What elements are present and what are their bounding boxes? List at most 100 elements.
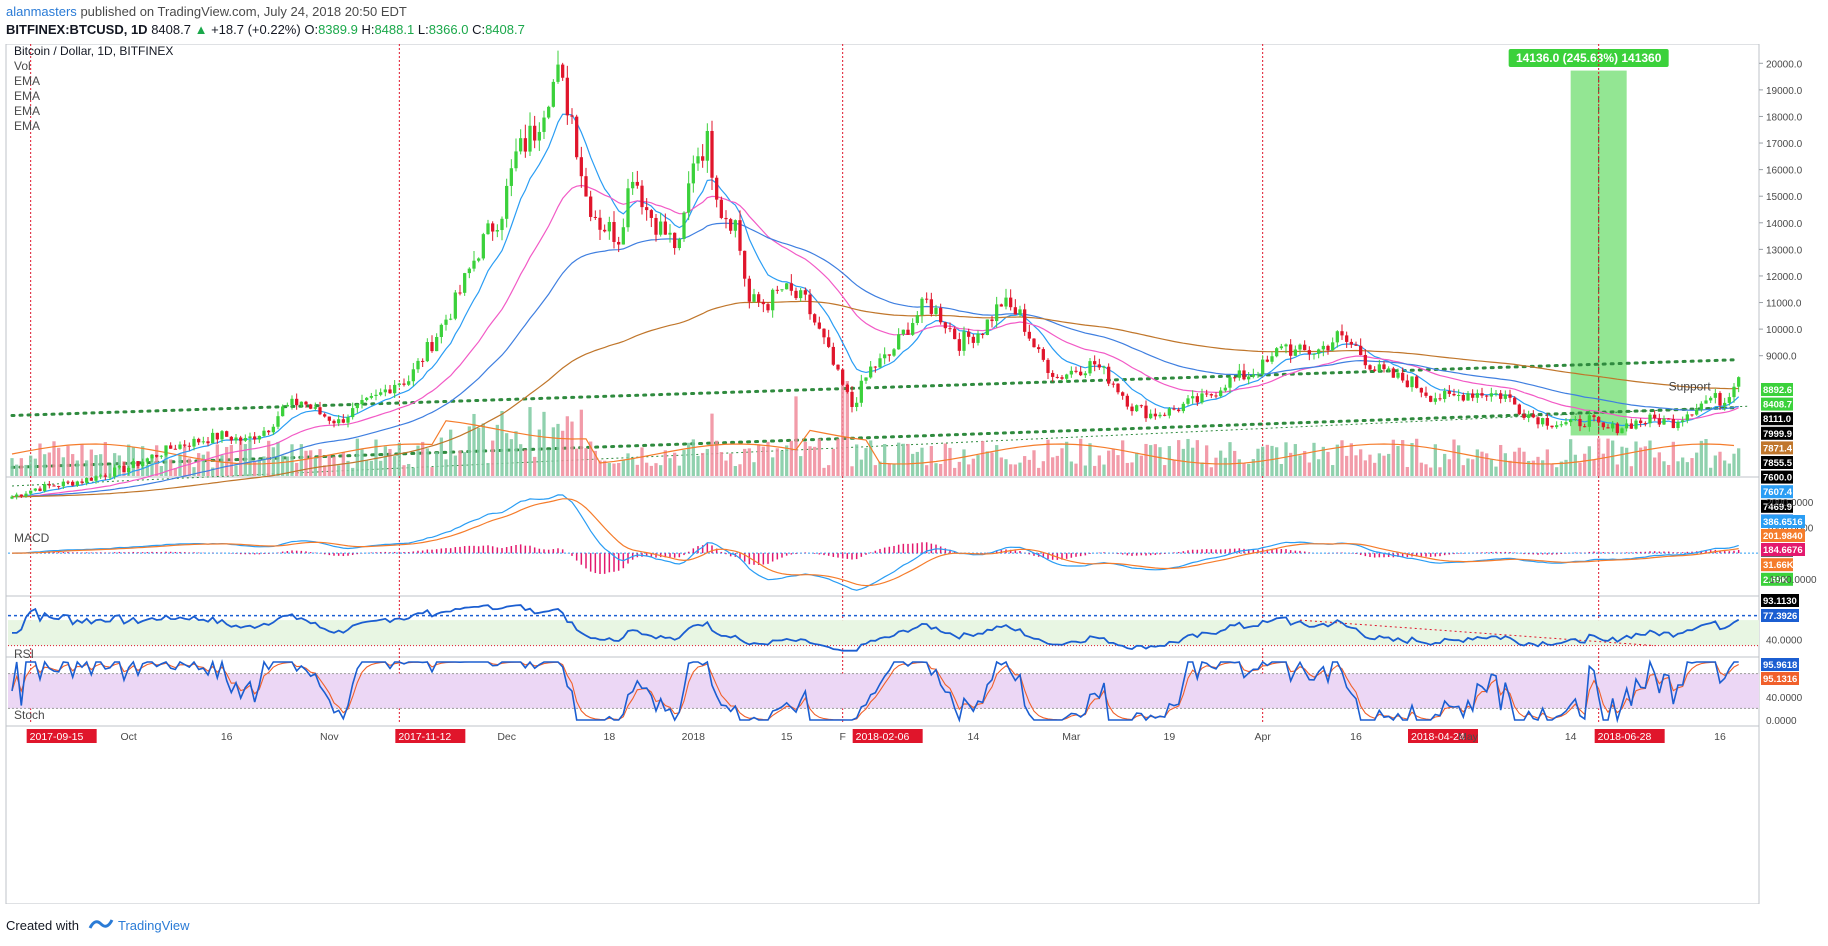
volume-bar xyxy=(1247,463,1251,476)
candle-body xyxy=(444,319,448,325)
time-badge-bg xyxy=(852,729,923,743)
time-axis[interactable]: 2017-09-15 Oct 16 Nov 2017-11-12 Dec 18 2018 15 F… xyxy=(26,729,1726,743)
time-badge[interactable]: 2017-09-15 xyxy=(26,729,97,743)
volume-bar xyxy=(1415,438,1419,476)
volume-bar xyxy=(239,439,243,476)
price-axis[interactable]: 20000.0 19000.0 18000.0 17000.0 16000.0 15000… xyxy=(1759,59,1817,727)
candle-body xyxy=(19,494,23,497)
time-badge[interactable]: 2017-11-12 xyxy=(395,729,466,743)
price-badge[interactable]: 7600.0 xyxy=(1761,470,1793,484)
macd-badge[interactable]: 184.6676 xyxy=(1761,543,1805,556)
volume-bar xyxy=(579,409,583,476)
candle-body xyxy=(416,360,420,370)
macd-badge[interactable]: 201.9840 xyxy=(1761,529,1805,542)
price-pane[interactable]: Support xyxy=(10,50,1749,500)
candle-body xyxy=(1004,297,1008,307)
candle-body xyxy=(1508,394,1512,398)
volume-bar xyxy=(1317,459,1321,476)
price-badge[interactable]: 2.65K xyxy=(1761,572,1793,586)
price-badge[interactable]: 31.66K xyxy=(1761,558,1794,572)
stoch-badge[interactable]: 95.1316 xyxy=(1761,672,1799,685)
volume-bar xyxy=(1480,451,1484,476)
volume-bar xyxy=(1662,461,1666,476)
volume-bar xyxy=(229,445,233,476)
price-badge[interactable]: 8111.0 xyxy=(1761,412,1793,426)
price-badge[interactable]: 7469.9 xyxy=(1761,499,1793,513)
candle-body xyxy=(808,294,812,315)
price-badge[interactable]: 7607.4 xyxy=(1761,485,1793,499)
candle-body xyxy=(761,301,765,305)
price-badge[interactable]: 7999.9 xyxy=(1761,426,1793,440)
candle-body xyxy=(1251,374,1255,377)
price-badge[interactable]: 7855.5 xyxy=(1761,456,1793,469)
volume-bar xyxy=(911,453,915,476)
candle-body xyxy=(1489,393,1493,397)
candle-body xyxy=(1405,380,1409,388)
candle-body xyxy=(173,448,177,450)
grid xyxy=(6,44,1760,727)
volume-bar xyxy=(458,450,462,476)
candle-body xyxy=(1648,414,1652,424)
author-link[interactable]: alanmasters xyxy=(6,4,77,19)
volume-bar xyxy=(995,445,999,476)
chart-area[interactable]: 14136.0 (245.63%) 141360 Support 20000.0… xyxy=(0,44,1828,904)
volume-bar xyxy=(794,396,798,476)
volume-bar xyxy=(463,452,467,476)
volume-bar xyxy=(1186,438,1190,476)
volume-bar xyxy=(71,454,75,476)
candle-body xyxy=(43,484,47,491)
price-badge-text: 7855.5 xyxy=(1763,458,1793,469)
stoch-pane[interactable] xyxy=(8,658,1759,724)
time-badge[interactable]: 2018-04-24 xyxy=(1408,729,1478,743)
rsi-badge[interactable]: 77.3926 xyxy=(1761,609,1799,622)
candle-body xyxy=(141,461,145,466)
rsi-badge[interactable]: 93.1130 xyxy=(1761,594,1799,607)
time-badge[interactable]: 2018-02-06 xyxy=(852,729,923,743)
candle-body xyxy=(589,196,593,217)
candle-body xyxy=(579,157,583,177)
volume-bar xyxy=(1079,438,1083,476)
price-badge[interactable]: 8892.6 xyxy=(1761,383,1793,396)
volume-bar xyxy=(435,452,439,476)
candle-body xyxy=(943,322,947,329)
candle-body xyxy=(1555,425,1559,428)
candle-body xyxy=(687,183,691,213)
open-label: O: xyxy=(304,22,319,37)
volume-bar xyxy=(570,421,574,476)
ema-blue-line xyxy=(12,222,1739,498)
macd-pane[interactable] xyxy=(8,494,1759,591)
volume-bar xyxy=(528,407,532,476)
candle-body xyxy=(1536,417,1540,425)
volume-bar xyxy=(1503,453,1507,476)
volume-bar xyxy=(1723,460,1727,476)
volume-bar xyxy=(43,454,47,476)
time-tick-label: 15 xyxy=(781,731,793,743)
volume-bar xyxy=(1340,440,1344,476)
candle-body xyxy=(1037,347,1041,350)
volume-bar xyxy=(677,465,681,476)
volume-bar xyxy=(1620,446,1624,476)
volume-bar xyxy=(477,427,481,476)
volume-bar xyxy=(659,465,663,476)
candle-body xyxy=(71,481,75,486)
candle-body xyxy=(61,481,65,487)
candle-body xyxy=(1424,392,1428,396)
volume-bar xyxy=(187,458,191,476)
price-badge[interactable]: 8408.7 xyxy=(1761,397,1793,411)
stoch-badge[interactable]: 95.9618 xyxy=(1761,658,1799,671)
candle-body xyxy=(66,481,70,483)
tradingview-brand-link[interactable]: TradingView xyxy=(118,918,190,933)
volume-bar xyxy=(827,465,831,476)
price-badge[interactable]: 7871.4 xyxy=(1761,441,1793,455)
volume-bar xyxy=(920,447,924,476)
candle-body xyxy=(1163,414,1167,416)
time-badge[interactable]: 2018-06-28 xyxy=(1594,729,1665,743)
volume-bar xyxy=(1181,448,1185,476)
legend-title: Bitcoin / Dollar, 1D, BITFINEX xyxy=(14,44,173,58)
candle-body xyxy=(1354,344,1358,346)
macd-badge[interactable]: 386.6516 xyxy=(1761,515,1805,528)
macd-tick-label: 2000.0000 xyxy=(1766,498,1814,509)
volume-bar xyxy=(1536,456,1540,476)
candle-body xyxy=(785,283,789,290)
rsi-pane[interactable] xyxy=(8,604,1759,652)
